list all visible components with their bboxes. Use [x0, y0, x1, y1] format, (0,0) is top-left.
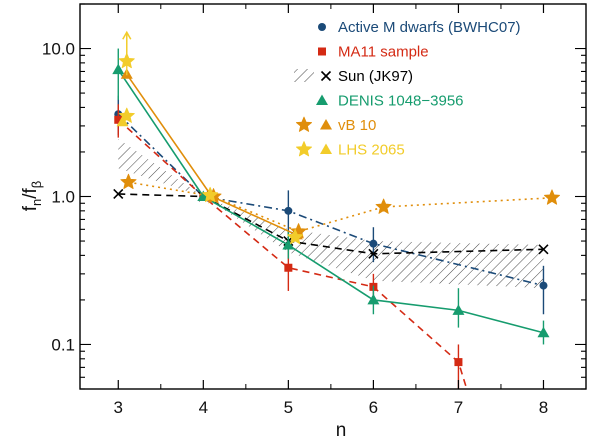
legend-label-2: Sun (JK97): [338, 68, 413, 85]
y-axis-label-sub: n: [29, 199, 44, 206]
series-3-point-5: [537, 326, 550, 338]
y-axis-label-sub2: β: [29, 181, 44, 188]
series-1-line: [117, 119, 468, 389]
series-5: [116, 30, 304, 245]
legend-symbol-x: [320, 70, 332, 82]
series-1-point-2: [284, 263, 293, 272]
series-5-star-3: [287, 228, 304, 245]
legend-symbol-triangle: [316, 94, 328, 105]
plot-frame: [79, 3, 587, 390]
shaded-band-layer: [118, 138, 544, 289]
y-axis-label-main: f: [20, 205, 41, 211]
series-3-point-3: [367, 293, 380, 305]
legend-entry-0: Active M dwarfs (BWHC07): [318, 19, 521, 36]
y-tick-label-2: 10.0: [42, 40, 75, 59]
series-3-point-2: [282, 239, 295, 250]
series-5-star-0: [118, 52, 135, 69]
legend-symbol-triangle: [320, 119, 332, 130]
series-5-lower-limit-arrow: [122, 30, 132, 56]
legend: Active M dwarfs (BWHC07) MA11 sample Sun (…: [294, 19, 521, 159]
legend-symbol-star: [295, 141, 313, 157]
legend-entry-1: MA11 sample: [318, 44, 429, 61]
series-2-point-3: [368, 248, 379, 259]
legend-symbol-circle: [318, 23, 326, 31]
legend-entry-2: Sun (JK97): [294, 68, 413, 85]
series-1-point-4: [454, 358, 463, 367]
sun-jk97-hatched-band: [118, 138, 544, 289]
series-0-point-4: [539, 281, 548, 290]
series-3-point-4: [452, 304, 465, 315]
legend-entry-3: DENIS 1048−3956: [316, 93, 464, 110]
y-axis-label: fn/fβ: [20, 181, 44, 212]
x-tick-label-7: 7: [454, 398, 463, 417]
series-2-point-0: [113, 188, 124, 200]
y-tick-label-0: 0.1: [51, 335, 75, 354]
legend-symbol-square: [318, 47, 326, 56]
legend-symbol-hatch: [294, 69, 314, 82]
legend-label-0: Active M dwarfs (BWHC07): [338, 19, 521, 36]
x-tick-label-3: 3: [114, 398, 123, 417]
series-4-triangle-line: [126, 73, 298, 236]
x-tick-label-8: 8: [539, 398, 548, 417]
y-tick-label-1: 1.0: [51, 188, 75, 207]
legend-label-5: LHS 2065: [338, 142, 405, 159]
series-0-point-2: [284, 206, 293, 215]
axes-layer: 3 4 5 6 7 8 0.1 1.0 10.0: [42, 3, 587, 417]
series-5-star-2: [202, 186, 219, 203]
x-tick-label-5: 5: [284, 398, 293, 417]
y-axis-label-slash: /f: [20, 187, 41, 198]
legend-entry-5: LHS 2065: [295, 141, 405, 159]
series-layer: [112, 30, 560, 389]
series-3-line: [117, 69, 544, 334]
series-1-point-0: [114, 115, 123, 124]
series-5-star-1: [118, 107, 135, 123]
legend-symbol-star: [295, 116, 313, 132]
series-3: [112, 48, 550, 345]
series-4-star-3: [375, 198, 392, 214]
legend-entry-4: vB 10: [295, 116, 376, 134]
legend-label-4: vB 10: [338, 117, 376, 134]
legend-label-3: DENIS 1048−3956: [338, 93, 464, 110]
series-3-point-0: [112, 63, 125, 75]
series-4-star-4: [543, 189, 560, 205]
legend-label-1: MA11 sample: [338, 44, 429, 61]
x-tick-label-4: 4: [199, 398, 208, 417]
series-4-star-0: [120, 173, 137, 190]
series-0-point-3: [369, 239, 378, 248]
series-2-point-4: [538, 244, 549, 255]
legend-symbol-triangle: [320, 143, 332, 154]
x-axis-label: n: [336, 420, 347, 440]
x-tick-label-6: 6: [369, 398, 378, 417]
